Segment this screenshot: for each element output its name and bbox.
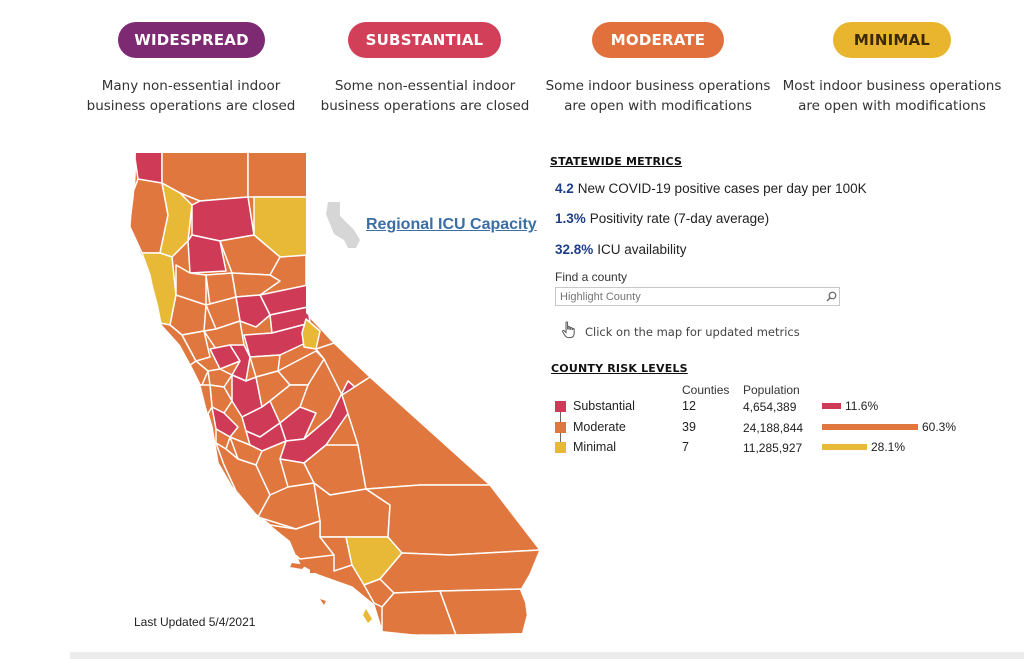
metric-icu-availability: 32.8% ICU availability (555, 242, 687, 257)
tier-moderate-description: Some indoor business operations are open… (543, 76, 773, 116)
channel-island (320, 599, 326, 605)
county-shasta[interactable] (191, 196, 255, 242)
metric-label: New COVID-19 positive cases per day per … (577, 181, 867, 196)
county-trinity[interactable] (159, 182, 193, 258)
metric-case-rate: 4.2 New COVID-19 positive cases per day p… (555, 181, 867, 196)
tier-substantial-pill: SUBSTANTIAL (348, 22, 501, 58)
county-lassen[interactable] (253, 196, 309, 258)
risk-level-name: Minimal (573, 440, 617, 454)
risk-level-county-count: 7 (682, 440, 689, 454)
risk-row-moderate: Moderate 39 24,188,844 60.3% (555, 420, 975, 438)
metric-value: 1.3% (555, 211, 586, 226)
county-sierra[interactable] (231, 272, 281, 298)
search-icon[interactable] (823, 289, 839, 305)
channel-island (363, 609, 372, 623)
tier-minimal-pill: MINIMAL (833, 22, 951, 58)
risk-level-swatch (555, 442, 566, 453)
county-napa[interactable] (181, 330, 211, 362)
county-contra-costa[interactable] (207, 368, 233, 388)
risk-level-name: Moderate (573, 420, 626, 434)
county-modoc[interactable] (247, 151, 309, 198)
tier-description-line: Most indoor business operations (782, 78, 1002, 94)
county-tehama[interactable] (187, 234, 227, 274)
mini-california-icon (326, 202, 360, 248)
metric-value: 32.8% (555, 242, 594, 257)
county-san-benito[interactable] (229, 436, 263, 466)
risk-level-population: 4,654,389 (743, 400, 797, 414)
bottom-divider-strip (70, 652, 1024, 659)
county-mariposa[interactable] (269, 384, 309, 424)
population-share-percent: 28.1% (871, 440, 906, 454)
population-share-percent: 60.3% (922, 420, 957, 434)
county-inyo[interactable] (341, 376, 491, 490)
channel-island (310, 568, 326, 573)
tier-description-line: Many non-essential indoor (101, 78, 281, 94)
metric-label: Positivity rate (7-day average) (589, 211, 770, 226)
tier-description-line: Some indoor business operations (545, 78, 771, 94)
risk-level-population: 24,188,844 (743, 421, 804, 435)
county-santa-clara[interactable] (211, 406, 239, 438)
tier-description-line: Some non-essential indoor (334, 78, 516, 94)
map-click-hint-text: Click on the map for updated metrics (585, 324, 800, 339)
population-share-bar (822, 403, 841, 409)
metric-label: ICU availability (597, 242, 687, 257)
risk-level-county-count: 39 (682, 420, 696, 434)
tier-description-line: business operations are closed (320, 98, 530, 114)
tier-substantial-description: Some non-essential indoor business opera… (310, 76, 540, 116)
county-plumas[interactable] (219, 234, 281, 276)
county-alpine[interactable] (301, 318, 321, 350)
risk-row-substantial: Substantial 12 4,654,389 11.6% (555, 399, 975, 417)
county-search-input[interactable] (556, 288, 823, 305)
statewide-metrics-heading: STATEWIDE METRICS (550, 155, 683, 168)
regional-icu-capacity-link[interactable]: Regional ICU Capacity (366, 216, 537, 233)
map-counties[interactable] (129, 151, 541, 636)
county-risk-levels-heading: COUNTY RISK LEVELS (551, 362, 688, 375)
risk-row-minimal: Minimal 7 11,285,927 28.1% (555, 440, 975, 458)
metric-value: 4.2 (555, 181, 574, 196)
population-share-bar (822, 424, 918, 430)
map-click-hint: Click on the map for updated metrics (561, 321, 800, 342)
legend-connector-line (560, 432, 561, 442)
county-tuolumne[interactable] (277, 350, 325, 386)
find-county-label: Find a county (555, 270, 628, 284)
col-population-header: Population (743, 383, 800, 397)
legend-connector-line (560, 412, 561, 422)
metric-positivity-rate: 1.3% Positivity rate (7-day average) (555, 211, 769, 226)
pointer-hand-icon (561, 321, 577, 342)
risk-level-swatch (555, 422, 566, 433)
tier-description-line: are open with modifications (564, 98, 752, 114)
county-yolo[interactable] (203, 320, 245, 350)
risk-level-name: Substantial (573, 399, 635, 413)
county-riverside[interactable] (379, 549, 540, 594)
population-share-percent: 11.6% (845, 399, 879, 413)
county-mendocino[interactable] (141, 252, 177, 326)
risk-level-county-count: 12 (682, 399, 696, 413)
tier-moderate-pill: MODERATE (592, 22, 724, 58)
tier-minimal-description: Most indoor business operations are open… (777, 76, 1007, 116)
col-counties-header: Counties (682, 383, 730, 397)
county-search-box[interactable] (555, 287, 840, 306)
tier-description-line: are open with modifications (798, 98, 986, 114)
risk-level-population: 11,285,927 (743, 441, 803, 455)
risk-level-swatch (555, 401, 566, 412)
tier-widespread-pill: WIDESPREAD (118, 22, 265, 58)
california-county-map[interactable] (120, 145, 550, 640)
tier-widespread-description: Many non-essential indoor business opera… (76, 76, 306, 116)
population-share-bar (822, 444, 867, 450)
last-updated-text: Last Updated 5/4/2021 (134, 615, 256, 629)
county-imperial[interactable] (439, 588, 531, 635)
channel-island (290, 563, 306, 569)
county-madera[interactable] (279, 406, 317, 442)
county-ventura[interactable] (319, 536, 353, 572)
tier-description-line: business operations are closed (86, 98, 296, 114)
